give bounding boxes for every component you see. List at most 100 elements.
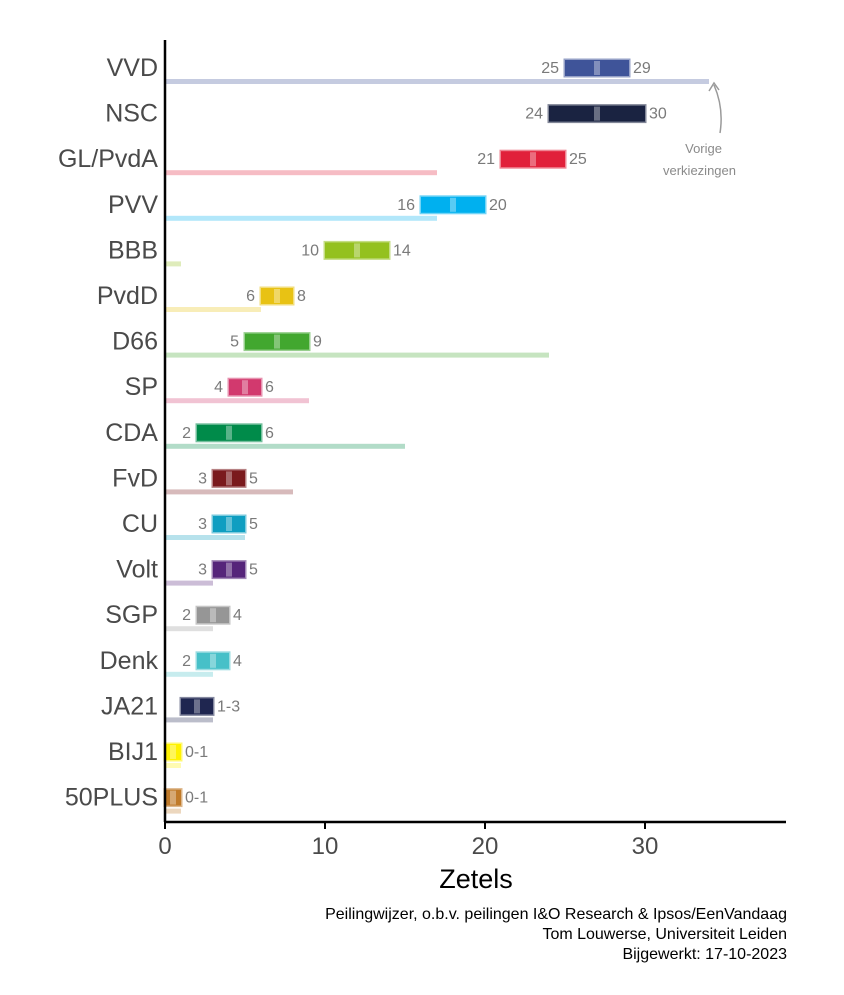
range-bar-pvdd xyxy=(259,286,295,306)
range-mid-mark-fvd xyxy=(226,471,232,486)
range-high-label-d66: 9 xyxy=(313,334,322,351)
party-label-bbb: BBB xyxy=(108,236,158,264)
range-mid-mark-pvv xyxy=(450,197,456,212)
range-low-label-pvdd: 6 xyxy=(246,288,255,305)
range-high-label-vvd: 29 xyxy=(633,60,651,77)
range-mid-mark-cu xyxy=(226,517,232,531)
range-low-label-cda: 2 xyxy=(182,425,191,442)
range-bar-cu xyxy=(211,514,247,534)
range-mid-mark-sp xyxy=(242,380,248,395)
annotation-line2: verkiezingen xyxy=(663,163,736,178)
range-mid-mark-cda xyxy=(226,425,232,440)
poll-range-bars xyxy=(163,58,647,808)
range-mid-mark-ja21 xyxy=(194,699,200,714)
party-label-cda: CDA xyxy=(105,419,158,447)
x-tick-label-0: 0 xyxy=(158,833,171,860)
x-axis-title: Zetels xyxy=(439,864,513,894)
party-label-sp: SP xyxy=(125,373,158,401)
range-mid-mark-gl-pvda xyxy=(530,152,536,167)
range-high-label-bij1: 0-1 xyxy=(185,744,208,761)
range-high-label-gl-pvda: 25 xyxy=(569,151,587,168)
range-bar-volt xyxy=(211,560,247,580)
party-label-vvd: VVD xyxy=(107,54,158,82)
x-tick-label-10: 10 xyxy=(312,833,339,860)
range-bar-cda xyxy=(195,423,263,443)
range-mid-mark-bbb xyxy=(354,243,360,258)
party-label-sgp: SGP xyxy=(105,601,158,629)
range-low-label-denk: 2 xyxy=(182,653,191,670)
range-mid-mark-nsc xyxy=(594,106,600,121)
range-mid-mark-denk xyxy=(210,653,216,668)
annotation-arrowhead xyxy=(708,81,720,92)
axes: 0 10 20 30 Zetels xyxy=(158,40,786,894)
caption-source: Peilingwijzer, o.b.v. peilingen I&O Rese… xyxy=(325,906,787,923)
previous-bar-d66 xyxy=(165,352,549,358)
range-low-label-cu: 3 xyxy=(198,516,207,533)
party-label-pvv: PVV xyxy=(108,191,158,219)
range-low-label-sp: 4 xyxy=(214,379,223,396)
range-high-label-sp: 6 xyxy=(265,379,274,396)
annotation-arrow xyxy=(713,84,722,134)
party-label-denk: Denk xyxy=(100,647,159,675)
party-label-pvdd: PvdD xyxy=(97,282,158,310)
range-mid-mark-bij1 xyxy=(170,745,176,759)
range-high-label-bbb: 14 xyxy=(393,242,411,259)
range-mid-mark-pvdd xyxy=(274,289,280,303)
range-high-label-denk: 4 xyxy=(233,653,242,670)
party-label-ja21: JA21 xyxy=(101,692,158,720)
range-bar-bbb xyxy=(323,240,391,260)
range-low-label-gl-pvda: 21 xyxy=(477,151,495,168)
party-label-volt: Volt xyxy=(116,556,158,584)
range-high-label-pvv: 20 xyxy=(489,197,507,214)
range-high-label-sgp: 4 xyxy=(233,607,242,624)
range-low-label-pvv: 16 xyxy=(397,197,415,214)
range-high-label-volt: 5 xyxy=(249,562,258,579)
previous-bar-pvdd xyxy=(165,307,261,312)
caption-updated: Bijgewerkt: 17-10-2023 xyxy=(622,946,787,963)
range-low-label-d66: 5 xyxy=(230,334,239,351)
x-tick-label-30: 30 xyxy=(632,833,659,860)
previous-bar-fvd xyxy=(165,489,293,495)
previous-bar-cu xyxy=(165,535,245,540)
previous-election-bars xyxy=(165,79,709,814)
party-label-gl-pvda: GL/PvdA xyxy=(58,145,158,173)
previous-bar-bbb xyxy=(165,261,181,267)
range-bar-d66 xyxy=(243,332,311,352)
range-high-label-pvdd: 8 xyxy=(297,288,306,305)
range-high-label-cda: 6 xyxy=(265,425,274,442)
previous-bar-vvd xyxy=(165,79,709,84)
caption-author: Tom Louwerse, Universiteit Leiden xyxy=(542,926,787,943)
range-low-label-sgp: 2 xyxy=(182,607,191,624)
range-mid-mark-vvd xyxy=(594,61,600,75)
previous-bar-pvv xyxy=(165,215,437,221)
previous-bar-ja21 xyxy=(165,717,213,723)
range-low-label-fvd: 3 xyxy=(198,470,207,487)
range-low-label-volt: 3 xyxy=(198,562,207,579)
range-low-label-nsc: 24 xyxy=(525,106,543,123)
previous-bar-sp xyxy=(165,398,309,404)
annotation-line1: Vorige xyxy=(685,141,722,156)
range-bar-gl-pvda xyxy=(499,149,567,169)
previous-election-annotation: Vorige verkiezingen xyxy=(663,81,736,178)
range-mid-mark-50plus xyxy=(170,790,176,805)
range-bar-vvd xyxy=(563,58,631,78)
previous-bar-denk xyxy=(165,671,213,677)
range-high-label-ja21: 1-3 xyxy=(217,698,240,715)
range-bar-ja21 xyxy=(179,696,215,716)
party-label-cu: CU xyxy=(122,510,158,538)
previous-bar-cda xyxy=(165,443,405,449)
previous-bar-bij1 xyxy=(165,763,181,768)
range-bar-fvd xyxy=(211,468,247,488)
range-mid-mark-sgp xyxy=(210,608,216,623)
range-bar-pvv xyxy=(419,195,487,215)
previous-bar-50plus xyxy=(165,808,181,814)
previous-bar-volt xyxy=(165,580,213,586)
source-caption: Peilingwijzer, o.b.v. peilingen I&O Rese… xyxy=(325,905,787,965)
range-mid-mark-d66 xyxy=(274,334,280,349)
range-bar-sgp xyxy=(195,605,231,625)
range-bar-denk xyxy=(195,651,231,671)
previous-bar-sgp xyxy=(165,626,213,632)
party-label-nsc: NSC xyxy=(105,100,158,128)
party-label-fvd: FvD xyxy=(112,464,158,492)
